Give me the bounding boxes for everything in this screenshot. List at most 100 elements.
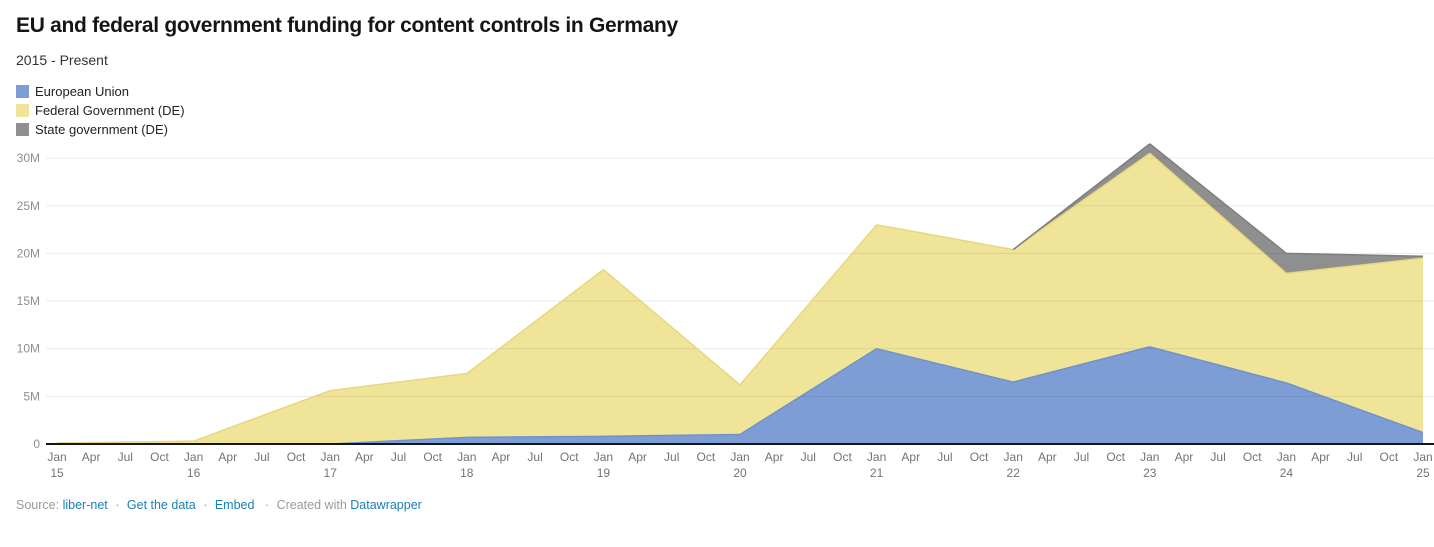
x-tick-month: Jul [1347, 450, 1362, 464]
x-tick-month: Apr [82, 450, 101, 464]
x-tick-month: Oct [287, 450, 306, 464]
chart-title: EU and federal government funding for co… [16, 14, 678, 37]
x-tick-month: Apr [218, 450, 237, 464]
x-tick-month: Jan [730, 450, 749, 464]
legend-item-state-government: State government (DE) [16, 120, 1434, 139]
y-tick-label: 30M [17, 151, 40, 165]
x-tick-month: Jan [867, 450, 886, 464]
area-series-1 [57, 153, 1423, 444]
legend-swatch-state-government-icon [16, 123, 29, 136]
area-edge-1 [466, 269, 604, 375]
area-series-0 [57, 346, 1423, 444]
area-edge-0 [466, 435, 604, 439]
area-edge-1 [1012, 152, 1151, 251]
x-tick-year: 23 [1143, 466, 1157, 480]
x-tick-month: Jul [664, 450, 679, 464]
x-tick-month: Jul [937, 450, 952, 464]
x-tick-month: Oct [970, 450, 989, 464]
x-tick-month: Oct [560, 450, 579, 464]
legend-swatch-federal-government-icon [16, 104, 29, 117]
x-tick-month: Jul [391, 450, 406, 464]
area-edge-0 [330, 436, 467, 445]
x-tick-month: Jan [594, 450, 613, 464]
legend-swatch-european-union-icon [16, 85, 29, 98]
x-tick-year: 15 [50, 466, 64, 480]
source-link[interactable]: liber-net [62, 498, 108, 512]
x-tick-month: Oct [833, 450, 852, 464]
x-tick-month: Jul [801, 450, 816, 464]
x-tick-month: Apr [1311, 450, 1330, 464]
y-tick-label: 20M [17, 246, 40, 260]
x-tick-month: Jan [457, 450, 476, 464]
area-edge-1 [876, 224, 1014, 251]
area-edge-0 [876, 347, 1014, 383]
y-tick-label: 0 [33, 437, 40, 451]
x-tick-year: 22 [1007, 466, 1021, 480]
x-tick-month: Jul [1074, 450, 1089, 464]
x-tick-month: Oct [1380, 450, 1399, 464]
x-tick-month: Jan [1004, 450, 1023, 464]
x-tick-year: 18 [460, 466, 474, 480]
x-tick-year: 19 [597, 466, 611, 480]
area-edge-2 [1149, 143, 1287, 254]
x-tick-year: 17 [324, 466, 338, 480]
x-tick-year: 21 [870, 466, 884, 480]
legend-label-european-union: European Union [35, 84, 129, 99]
x-tick-month: Oct [150, 450, 169, 464]
get-data-link[interactable]: Get the data [126, 498, 196, 512]
x-tick-month: Apr [492, 450, 511, 464]
x-tick-month: Jan [184, 450, 203, 464]
embed-link[interactable]: Embed [214, 498, 255, 512]
footer-separator: · [203, 498, 208, 512]
area-edge-1 [330, 372, 467, 392]
area-edge-0 [1149, 346, 1287, 384]
area-edge-1 [1286, 257, 1424, 275]
source-label: Source: [16, 498, 60, 512]
legend-label-federal-government: Federal Government (DE) [35, 103, 185, 118]
x-tick-year: 20 [733, 466, 747, 480]
area-edge-1 [1149, 152, 1287, 274]
x-tick-month: Jul [254, 450, 269, 464]
legend-item-federal-government: Federal Government (DE) [16, 101, 1434, 120]
legend-label-state-government: State government (DE) [35, 122, 168, 137]
area-edge-1 [193, 389, 331, 442]
x-tick-month: Apr [1175, 450, 1194, 464]
x-tick-month: Jan [321, 450, 340, 464]
chart-footer: Source: liber-net · Get the data · Embed… [16, 498, 422, 512]
footer-separator: · [115, 498, 120, 512]
area-edge-1 [739, 224, 878, 386]
area-edge-1 [602, 269, 741, 386]
x-tick-month: Apr [901, 450, 920, 464]
chart-legend: European Union Federal Government (DE) S… [16, 82, 1434, 139]
area-edge-0 [603, 433, 741, 438]
x-tick-month: Oct [1106, 450, 1125, 464]
x-tick-month: Oct [697, 450, 716, 464]
datawrapper-link[interactable]: Datawrapper [350, 498, 422, 512]
x-tick-month: Oct [423, 450, 442, 464]
x-tick-month: Jul [1210, 450, 1225, 464]
legend-item-european-union: European Union [16, 82, 1434, 101]
area-edge-0 [739, 348, 877, 436]
x-tick-month: Jul [527, 450, 542, 464]
area-edge-1 [56, 440, 194, 444]
x-tick-month: Jan [1140, 450, 1159, 464]
x-tick-month: Jan [1413, 450, 1432, 464]
x-tick-month: Jan [1277, 450, 1296, 464]
y-tick-label: 25M [17, 199, 40, 213]
x-tick-month: Jul [118, 450, 133, 464]
footer-separator: · [264, 498, 270, 512]
x-tick-month: Oct [1243, 450, 1262, 464]
area-edge-2 [1012, 143, 1151, 251]
y-tick-label: 5M [23, 389, 40, 403]
y-tick-label: 15M [17, 294, 40, 308]
y-tick-label: 10M [17, 342, 40, 356]
area-edge-0 [1013, 346, 1150, 383]
area-edge-2 [1286, 252, 1424, 258]
x-tick-year: 16 [187, 466, 201, 480]
x-tick-year: 25 [1416, 466, 1430, 480]
x-tick-month: Apr [765, 450, 784, 464]
chart-header: EU and federal government funding for co… [0, 0, 1434, 139]
x-tick-month: Apr [628, 450, 647, 464]
chart-subtitle: 2015 - Present [16, 52, 108, 68]
